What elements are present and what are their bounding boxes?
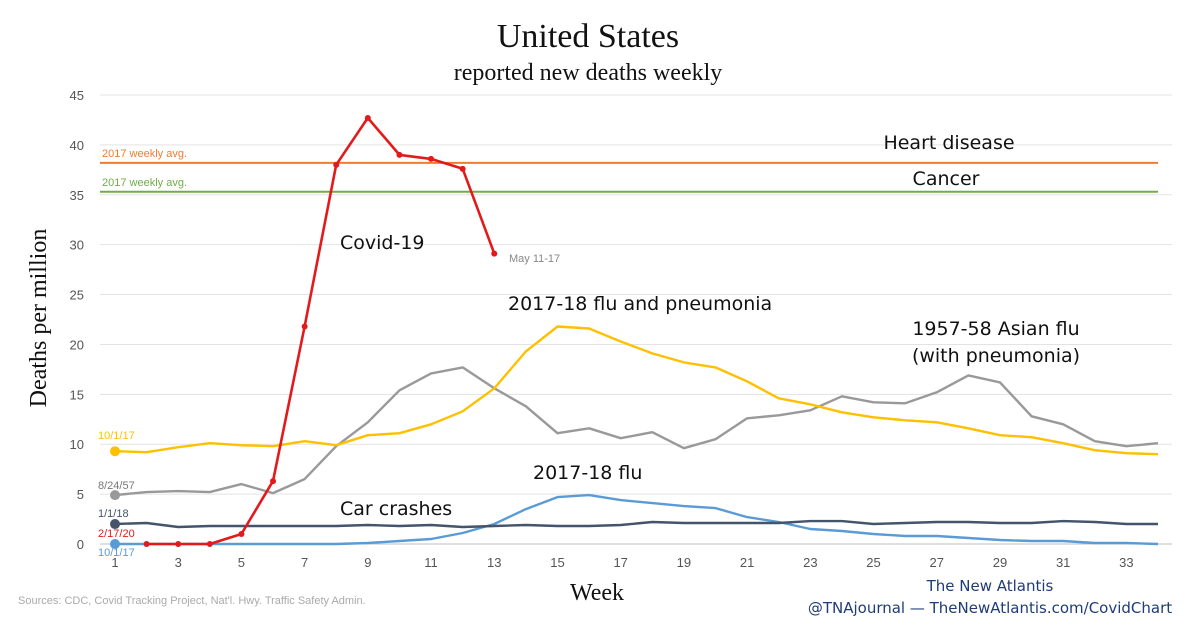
y-tick-label: 45 <box>70 88 84 103</box>
y-tick-label: 0 <box>77 537 84 552</box>
asian-start-marker <box>110 490 120 501</box>
covid-point <box>364 114 371 121</box>
covid-series-line <box>146 116 496 546</box>
flu_pneu-series-line <box>114 325 1159 456</box>
covid-point <box>491 250 498 257</box>
flu-start-marker <box>110 539 120 549</box>
x-tick-label: 23 <box>803 555 817 570</box>
car-series-line <box>114 519 1158 529</box>
x-tick-label: 7 <box>301 555 308 570</box>
y-tick-label: 20 <box>70 337 84 352</box>
x-tick-label: 9 <box>364 555 371 570</box>
flu-start-label: 10/1/17 <box>98 547 135 559</box>
y-tick-label: 30 <box>70 238 84 253</box>
x-tick-label: 33 <box>1119 555 1133 570</box>
y-tick-label: 25 <box>70 288 84 303</box>
asian-flu-label: 1957-58 Asian flu <box>912 318 1079 340</box>
y-tick-label: 5 <box>77 487 84 502</box>
covid-point <box>238 531 245 538</box>
covid-point <box>206 541 213 547</box>
reference-lines <box>100 161 1158 193</box>
car-crashes-label: Car crashes <box>340 498 452 520</box>
cancer-label: Cancer <box>913 168 980 190</box>
publisher: The New Atlantis <box>926 577 1054 595</box>
covid-point <box>396 151 403 158</box>
x-tick-label: 1 <box>111 555 118 570</box>
x-tick-label: 15 <box>550 555 564 570</box>
x-tick-label: 3 <box>175 555 182 570</box>
flu-series-line <box>115 493 1159 546</box>
y-axis-title: Deaths per million <box>26 229 52 408</box>
heart-reference-note: 2017 weekly avg. <box>102 148 187 160</box>
flu-label: 2017-18 flu <box>533 462 642 484</box>
asian-flu-label-2: (with pneumonia) <box>912 345 1080 367</box>
y-tick-label: 10 <box>70 437 84 452</box>
x-tick-label: 19 <box>677 555 691 570</box>
covid-point <box>333 161 340 168</box>
x-tick-label: 5 <box>238 555 245 570</box>
publisher-link[interactable]: @TNAjournal — TheNewAtlantis.com/CovidCh… <box>808 599 1172 617</box>
cancer-reference-note: 2017 weekly avg. <box>102 177 187 189</box>
covid-point <box>459 165 466 172</box>
covid-label: Covid-19 <box>340 232 425 254</box>
y-tick-label: 15 <box>70 387 84 402</box>
y-tick-label: 40 <box>70 138 84 153</box>
x-tick-label: 17 <box>613 555 627 570</box>
covid-point <box>175 541 182 547</box>
x-tick-label: 13 <box>487 555 501 570</box>
covid-point <box>428 155 435 162</box>
x-tick-label: 29 <box>993 555 1007 570</box>
asian-series-line <box>114 366 1159 497</box>
x-tick-label: 11 <box>424 555 438 570</box>
x-axis-title: Week <box>570 580 624 606</box>
covid-end-label: May 11-17 <box>509 253 560 265</box>
flu_pneu-start-marker <box>110 446 120 457</box>
flu-pneumonia-start-label: 10/1/17 <box>98 430 135 442</box>
x-tick-label: 27 <box>930 555 944 570</box>
chart-title: United States <box>497 18 679 55</box>
car-crashes-start-label: 1/1/18 <box>98 508 129 520</box>
covid-point <box>270 478 277 485</box>
annotations: 2017 weekly avg. 2017 weekly avg. Heart di… <box>98 132 1080 559</box>
car-start-marker <box>110 519 120 530</box>
x-tick-label: 25 <box>866 555 880 570</box>
series-lines <box>110 114 1159 549</box>
covid-point <box>143 541 150 547</box>
y-axis-ticks: 0 5 10 15 20 25 30 35 40 45 <box>70 88 84 552</box>
x-tick-label: 31 <box>1056 555 1070 570</box>
covid-point <box>301 323 308 330</box>
asian-flu-start-label: 8/24/57 <box>98 480 135 492</box>
x-axis-ticks: 1 3 5 7 9 11 13 15 17 19 21 23 25 27 29 31 33 <box>111 555 1133 570</box>
flu-pneumonia-label: 2017-18 flu and pneumonia <box>508 293 772 315</box>
source-note: Sources: CDC, Covid Tracking Project, Na… <box>18 595 366 607</box>
covid-start-label: 2/17/20 <box>98 528 135 540</box>
y-tick-label: 35 <box>70 188 84 203</box>
heart-label: Heart disease <box>883 132 1014 154</box>
x-tick-label: 21 <box>740 555 754 570</box>
chart-subtitle: reported new deaths weekly <box>454 60 723 86</box>
